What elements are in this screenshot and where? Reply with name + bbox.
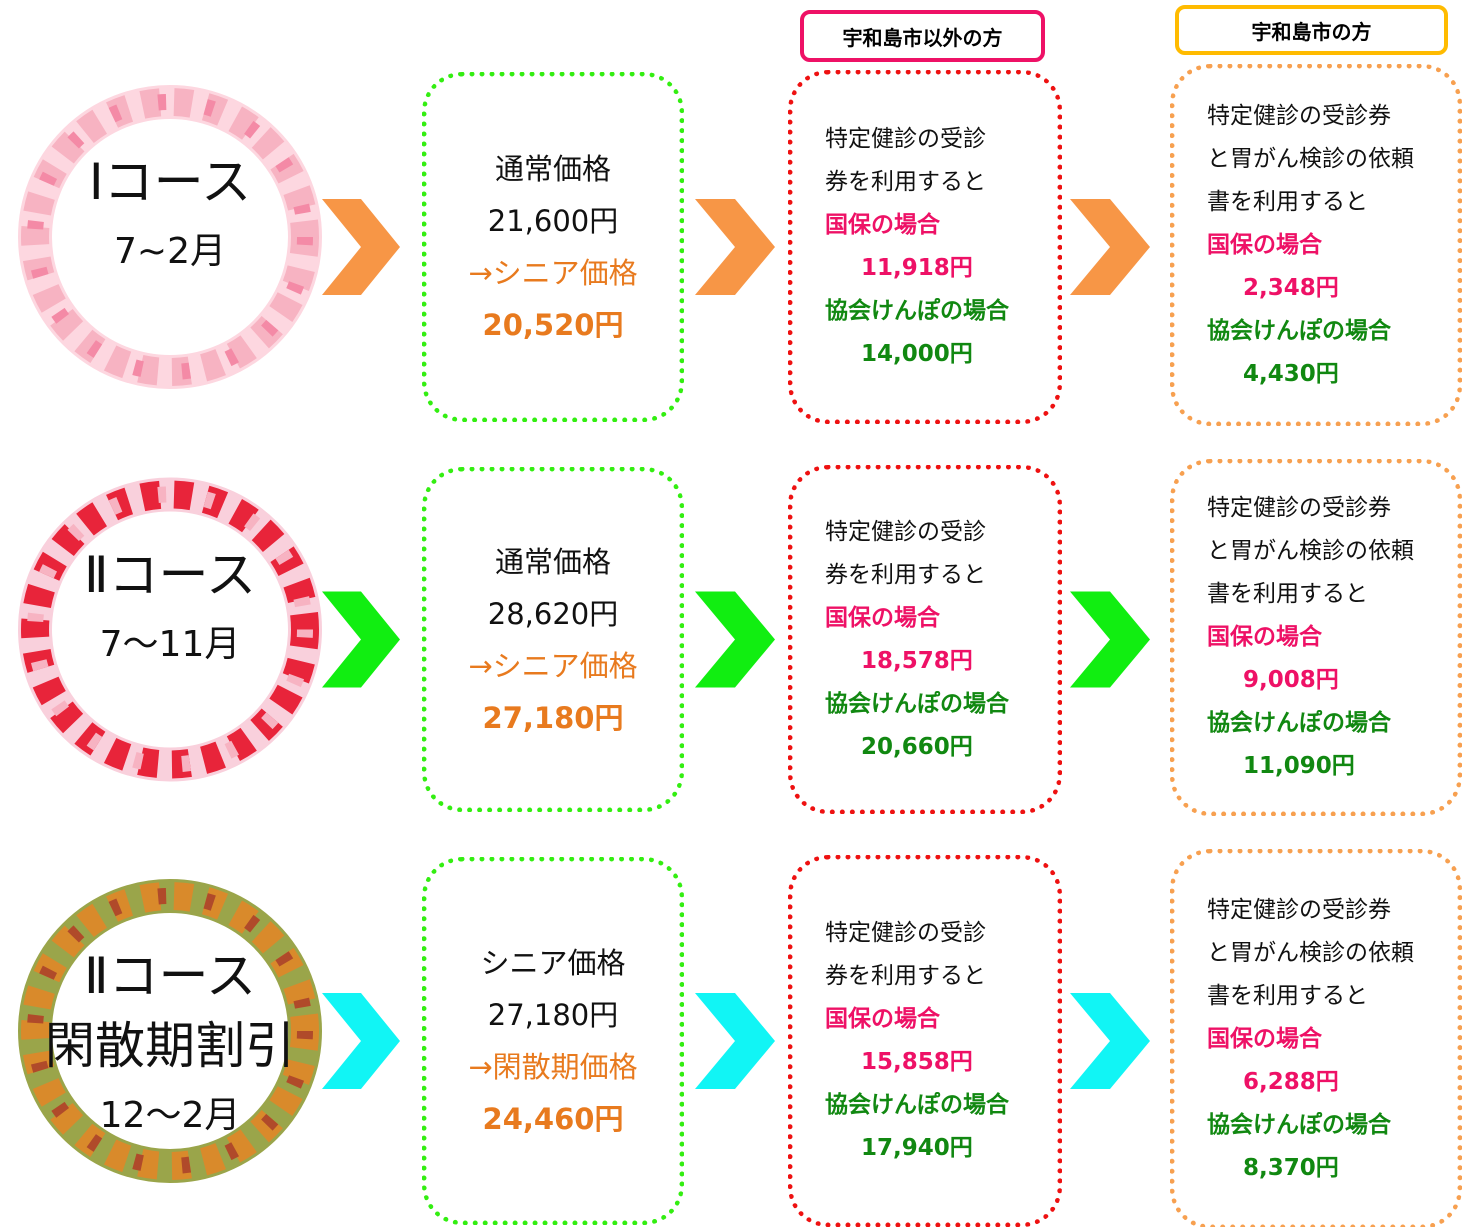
outside-line: 特定健診の受診 <box>825 126 986 152</box>
city-line: と胃がん検診の依頼 <box>1207 939 1414 966</box>
outside-line: 国保の場合 <box>825 604 940 631</box>
course-period: 7～11月 <box>99 623 241 665</box>
course-period: 12～2月 <box>99 1095 241 1136</box>
price-box: シニア価格 27,180円 →閑散期価格 24,460円 <box>422 857 684 1225</box>
outside-line: 国保の場合 <box>825 212 940 238</box>
city-line: と胃がん検診の依頼 <box>1207 538 1414 564</box>
course-label: Ⅱコース閑散期割引 12～2月 <box>20 941 320 1151</box>
outside-line: 協会けんぽの場合 <box>825 690 1009 717</box>
city-line: 協会けんぽの場合 <box>1207 710 1391 736</box>
price-box: 通常価格 21,600円 →シニア価格 20,520円 <box>422 72 684 422</box>
outside-line: 特定健診の受診 <box>825 920 986 946</box>
outside-line: 17,940円 <box>861 1135 973 1161</box>
price-line: 24,460円 <box>482 1102 624 1136</box>
arrow <box>695 591 775 688</box>
city-line: 6,288円 <box>1243 1068 1339 1095</box>
course-label: Ⅰコース 7~2月 <box>20 147 320 287</box>
price-line: 20,520円 <box>482 308 624 342</box>
arrow <box>695 199 775 295</box>
price-line: →シニア価格 <box>468 256 638 290</box>
outside-box: 特定健診の受診 券を利用すると 国保の場合 11,918円協会けんぽの場合 14,000… <box>788 70 1062 424</box>
outside-box: 特定健診の受診 券を利用すると 国保の場合 18,578円協会けんぽの場合 20,660… <box>788 465 1062 814</box>
wreath-flowers <box>27 486 313 773</box>
price-line: 通常価格 <box>494 152 611 186</box>
outside-line: 国保の場合 <box>825 1006 940 1032</box>
header-outside: 宇和島市以外の方 <box>800 10 1045 62</box>
city-line: 書を利用すると <box>1207 581 1368 607</box>
arrow <box>1070 993 1150 1089</box>
city-line: 特定健診の受診券 <box>1207 896 1391 923</box>
price-line: →閑散期価格 <box>468 1050 638 1084</box>
city-line: 国保の場合 <box>1207 1025 1322 1052</box>
course-period: 7~2月 <box>114 231 226 272</box>
outside-box: 特定健診の受診 券を利用すると 国保の場合 15,858円協会けんぽの場合 17,940… <box>788 855 1062 1227</box>
city-line: 8,370円 <box>1243 1154 1339 1181</box>
outside-line: 15,858円 <box>861 1049 973 1075</box>
arrow <box>322 199 400 295</box>
outside-line: 券を利用すると <box>825 561 986 588</box>
city-line: 特定健診の受診券 <box>1207 495 1391 521</box>
outside-line: 特定健診の受診 <box>825 518 986 545</box>
outside-line: 券を利用すると <box>825 963 986 989</box>
price-line: 21,600円 <box>487 204 619 238</box>
price-line: →シニア価格 <box>468 648 638 683</box>
city-line: 協会けんぽの場合 <box>1207 317 1391 344</box>
city-box: 特定健診の受診券 と胃がん検診の依頼 書を利用すると 国保の場合 6,288円協会けんぽ… <box>1170 849 1462 1227</box>
outside-line: 18,578円 <box>861 647 973 674</box>
course-name: Ⅱコース <box>83 947 257 1005</box>
course-name: Ⅱコース <box>83 545 257 604</box>
course-label: Ⅱコース 7～11月 <box>20 540 320 680</box>
price-line: 28,620円 <box>487 596 619 631</box>
price-line: 通常価格 <box>494 544 611 579</box>
price-line: 27,180円 <box>487 998 619 1032</box>
city-box: 特定健診の受診券 と胃がん検診の依頼 書を利用すると 国保の場合 9,008円協会けんぽ… <box>1170 459 1462 816</box>
outside-line: 協会けんぽの場合 <box>825 1092 1009 1118</box>
city-line: 11,090円 <box>1243 753 1355 779</box>
arrow <box>1070 199 1150 295</box>
header-city: 宇和島市の方 <box>1175 5 1448 55</box>
course-name: Ⅰコース <box>88 153 252 211</box>
arrow <box>695 993 775 1089</box>
city-line: 特定健診の受診券 <box>1207 102 1391 129</box>
wreath-flowers <box>27 888 313 1174</box>
city-line: 書を利用すると <box>1207 982 1368 1009</box>
outside-line: 20,660円 <box>861 733 973 760</box>
arrow <box>322 591 400 688</box>
price-box: 通常価格 28,620円 →シニア価格 27,180円 <box>422 467 684 812</box>
city-line: 9,008円 <box>1243 667 1339 693</box>
outside-line: 11,918円 <box>861 255 973 281</box>
wreath-flowers <box>27 94 313 380</box>
city-line: と胃がん検診の依頼 <box>1207 145 1414 172</box>
price-line: シニア価格 <box>480 946 626 980</box>
outside-line: 券を利用すると <box>825 169 986 195</box>
outside-line: 14,000円 <box>861 341 973 367</box>
city-line: 4,430円 <box>1243 360 1339 387</box>
city-line: 2,348円 <box>1243 274 1339 301</box>
city-box: 特定健診の受診券 と胃がん検診の依頼 書を利用すると 国保の場合 2,348円協会けんぽ… <box>1170 64 1462 426</box>
city-line: 協会けんぽの場合 <box>1207 1111 1391 1138</box>
city-line: 国保の場合 <box>1207 624 1322 650</box>
arrow <box>322 993 400 1089</box>
outside-line: 協会けんぽの場合 <box>825 298 1009 324</box>
price-line: 27,180円 <box>482 700 624 735</box>
course-name: 閑散期割引 <box>45 1017 295 1075</box>
arrow <box>1070 591 1150 688</box>
city-line: 書を利用すると <box>1207 188 1368 215</box>
city-line: 国保の場合 <box>1207 231 1322 258</box>
